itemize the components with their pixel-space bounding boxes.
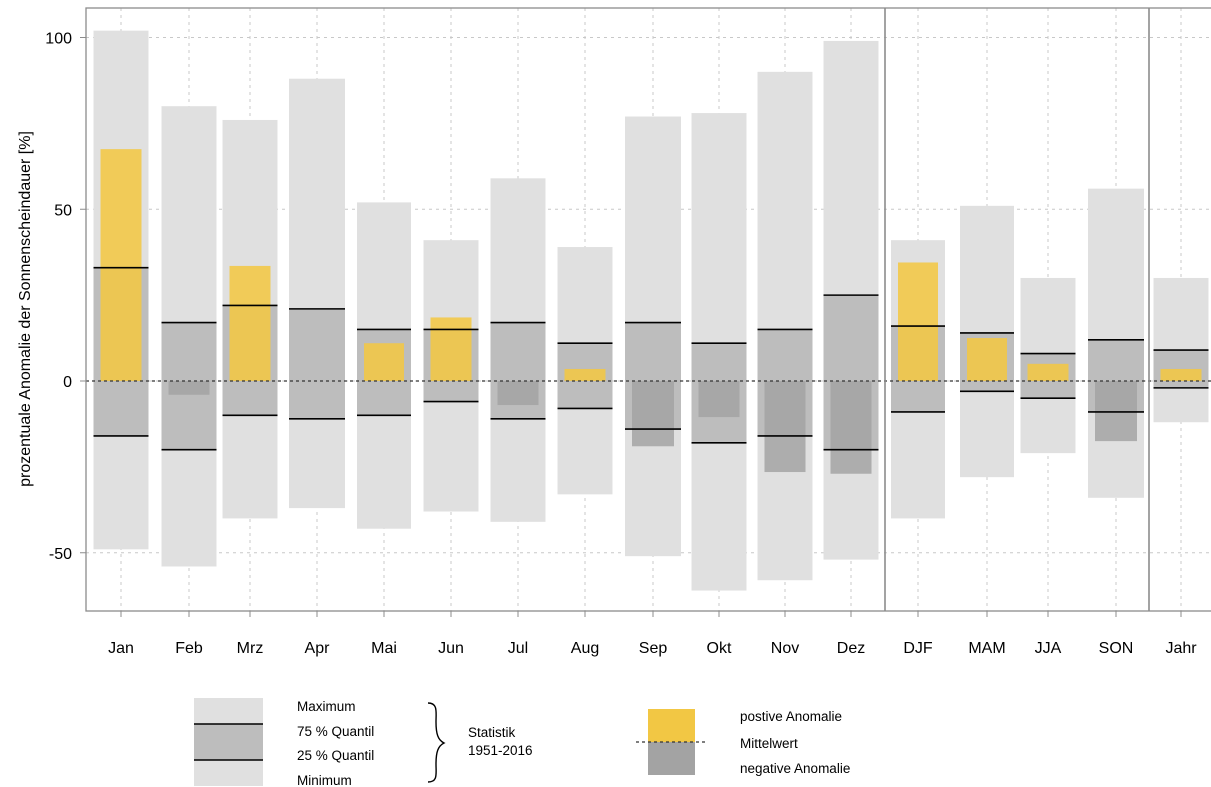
bar-group-feb [162, 106, 217, 566]
anomaly-bar-negative [699, 381, 740, 417]
y-axis-ticks: -50 0 50 100 [45, 31, 86, 563]
x-tick-label: Mrz [237, 640, 264, 657]
anomaly-bar-positive [1028, 364, 1069, 381]
quartile-bar [289, 309, 345, 419]
x-axis-ticks: Jan Feb Mrz Apr Mai Jun Jul Aug Sep Okt Nov Dez DJF M… [108, 611, 1197, 657]
bar-group-jahr [1154, 278, 1209, 422]
legend-q75-label: 75 % Quantil [297, 724, 374, 739]
x-tick-label: Apr [305, 640, 331, 657]
legend-positive-swatch [648, 709, 695, 742]
range-bar [289, 79, 345, 508]
bar-group-okt [692, 113, 747, 590]
anomaly-bar-positive [230, 266, 271, 381]
x-tick-label: Jun [438, 640, 464, 657]
anomaly-bar-negative [1095, 381, 1137, 441]
anomaly-bar-negative [498, 381, 539, 405]
bar-group-jan [94, 31, 149, 550]
x-tick-label: JJA [1035, 640, 1062, 657]
anomaly-bar-negative [831, 381, 872, 474]
bar-group-son [1088, 189, 1144, 498]
x-tick-label: Jul [508, 640, 528, 657]
range-bar [758, 72, 813, 580]
y-tick-label: 0 [63, 374, 72, 391]
legend-maximum-label: Maximum [297, 699, 356, 714]
anomaly-bar-positive [364, 343, 404, 381]
legend-minimum-label: Minimum [297, 773, 352, 787]
x-tick-label: Okt [707, 640, 732, 657]
x-tick-label: Sep [639, 640, 668, 657]
anomaly-bar-positive [101, 149, 142, 381]
quartile-bar [1154, 350, 1209, 388]
x-tick-label: DJF [903, 640, 933, 657]
x-tick-label: SON [1099, 640, 1134, 657]
legend-negative-swatch [648, 742, 695, 775]
legend-stat-period: 1951-2016 [468, 743, 533, 758]
x-tick-label: Nov [771, 640, 799, 657]
x-tick-label: Feb [175, 640, 203, 657]
anomaly-bar-negative [632, 381, 674, 446]
anomaly-bar-positive [898, 262, 938, 381]
x-tick-label: Jan [108, 640, 134, 657]
legend-negative-label: negative Anomalie [740, 761, 850, 776]
legend-statistics: Maximum 75 % Quantil 25 % Quantil Minimu… [194, 698, 533, 787]
x-tick-label: Dez [837, 640, 865, 657]
bar-group-mai [357, 202, 411, 528]
bar-group-djf [891, 240, 945, 518]
bar-group-mam [960, 206, 1014, 477]
x-tick-label: MAM [968, 640, 1005, 657]
y-axis-label: prozentuale Anomalie der Sonnenscheindau… [17, 131, 34, 487]
y-tick-label: 100 [45, 31, 72, 48]
anomaly-bar-positive [431, 317, 472, 381]
bars-layer [94, 31, 1209, 591]
bar-group-apr [289, 79, 345, 508]
bar-group-aug [558, 247, 613, 494]
anomaly-bar-positive [565, 369, 606, 381]
anomaly-bar-negative [169, 381, 210, 395]
x-tick-label: Aug [571, 640, 599, 657]
legend-brace-icon [428, 703, 444, 782]
y-tick-label: -50 [49, 546, 72, 563]
legend-positive-label: postive Anomalie [740, 709, 842, 724]
bar-group-jul [491, 178, 546, 522]
y-tick-label: 50 [54, 202, 72, 219]
anomaly-bar-positive [967, 338, 1007, 381]
legend-mean-label: Mittelwert [740, 736, 798, 751]
x-tick-label: Jahr [1165, 640, 1197, 657]
legend-stat-title: Statistik [468, 725, 516, 740]
legend-anomalies: postive Anomalie Mittelwert negative Ano… [636, 709, 850, 776]
x-tick-label: Mai [371, 640, 397, 657]
bar-group-sep [625, 117, 681, 557]
bar-group-mrz [223, 120, 278, 518]
bar-group-dez [824, 41, 879, 560]
bar-group-jja [1021, 278, 1076, 453]
anomaly-bar-positive [1161, 369, 1202, 381]
anomaly-bar-negative [765, 381, 806, 472]
legend-q25-label: 25 % Quantil [297, 748, 374, 763]
bar-group-nov [758, 72, 813, 580]
bar-group-jun [424, 240, 479, 511]
legend-quartile-swatch [194, 724, 263, 760]
